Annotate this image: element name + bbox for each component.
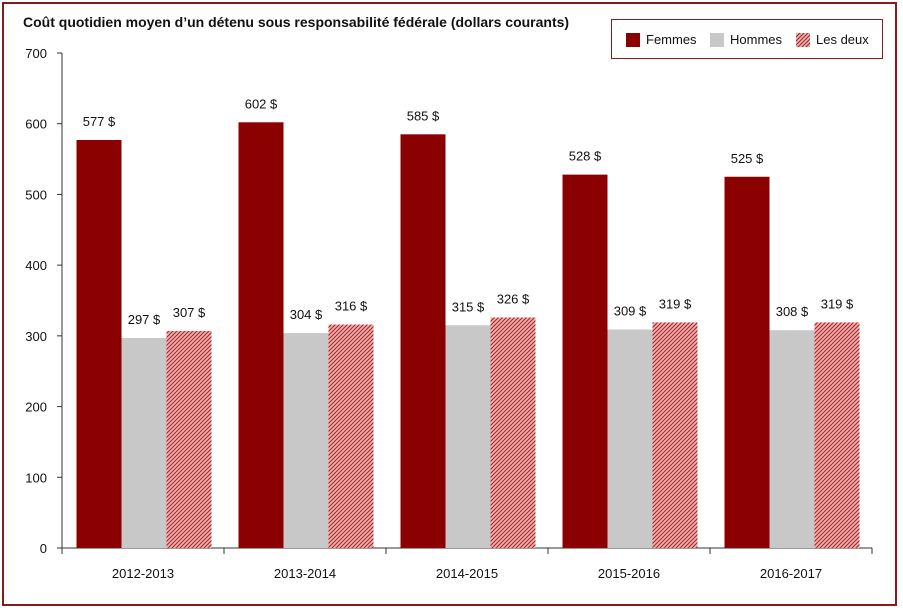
data-label: 577 $ — [83, 114, 116, 129]
data-label: 585 $ — [407, 108, 440, 123]
bar-les-deux — [166, 330, 212, 548]
bar-femmes — [76, 139, 122, 548]
bar-les-deux — [814, 322, 860, 548]
data-label: 307 $ — [173, 305, 206, 320]
bar-femmes — [238, 122, 284, 549]
data-label: 308 $ — [776, 304, 809, 319]
data-label: 602 $ — [245, 96, 278, 111]
bar-les-deux — [328, 324, 374, 548]
data-label: 309 $ — [614, 303, 647, 318]
y-tick-label: 500 — [25, 187, 47, 202]
y-tick-label: 0 — [40, 541, 47, 556]
data-label: 297 $ — [128, 312, 161, 327]
legend-item-les-deux: Les deux — [796, 32, 869, 47]
y-tick-label: 600 — [25, 117, 47, 132]
chart-frame — [2, 2, 897, 606]
data-label: 319 $ — [821, 296, 854, 311]
bar-hommes — [283, 333, 329, 548]
x-tick-label: 2014-2015 — [436, 566, 498, 581]
x-tick-label: 2012-2013 — [112, 566, 174, 581]
y-tick-label: 300 — [25, 329, 47, 344]
legend: Femmes Hommes Les deux — [611, 19, 883, 59]
legend-item-femmes: Femmes — [626, 32, 697, 47]
x-tick-label: 2016-2017 — [760, 566, 822, 581]
legend-swatch-les-deux — [796, 32, 810, 47]
y-tick-label: 700 — [25, 46, 47, 61]
legend-label-les-deux: Les deux — [816, 32, 869, 47]
legend-swatch-hommes — [710, 32, 724, 47]
data-label: 528 $ — [569, 149, 602, 164]
data-label: 319 $ — [659, 296, 692, 311]
bar-femmes — [724, 176, 770, 548]
x-tick-label: 2013-2014 — [274, 566, 336, 581]
y-tick-label: 100 — [25, 470, 47, 485]
data-label: 304 $ — [290, 307, 323, 322]
y-tick-label: 400 — [25, 258, 47, 273]
data-label: 525 $ — [731, 151, 764, 166]
chart-title: Coût quotidien moyen d’un détenu sous re… — [23, 14, 570, 30]
bar-femmes — [562, 174, 608, 548]
bar-les-deux — [490, 317, 536, 548]
bar-hommes — [769, 330, 815, 548]
y-tick-label: 200 — [25, 400, 47, 415]
data-label: 326 $ — [497, 291, 530, 306]
bar-les-deux — [652, 322, 698, 548]
data-label: 315 $ — [452, 299, 485, 314]
bar-hommes — [445, 325, 491, 548]
x-tick-label: 2015-2016 — [598, 566, 660, 581]
data-label: 316 $ — [335, 299, 368, 314]
legend-swatch-femmes — [626, 32, 640, 47]
bar-femmes — [400, 134, 446, 549]
bar-hommes — [607, 329, 653, 548]
legend-item-hommes: Hommes — [710, 32, 782, 47]
legend-label-femmes: Femmes — [646, 32, 697, 47]
legend-label-hommes: Hommes — [730, 32, 783, 47]
bar-hommes — [121, 337, 167, 548]
